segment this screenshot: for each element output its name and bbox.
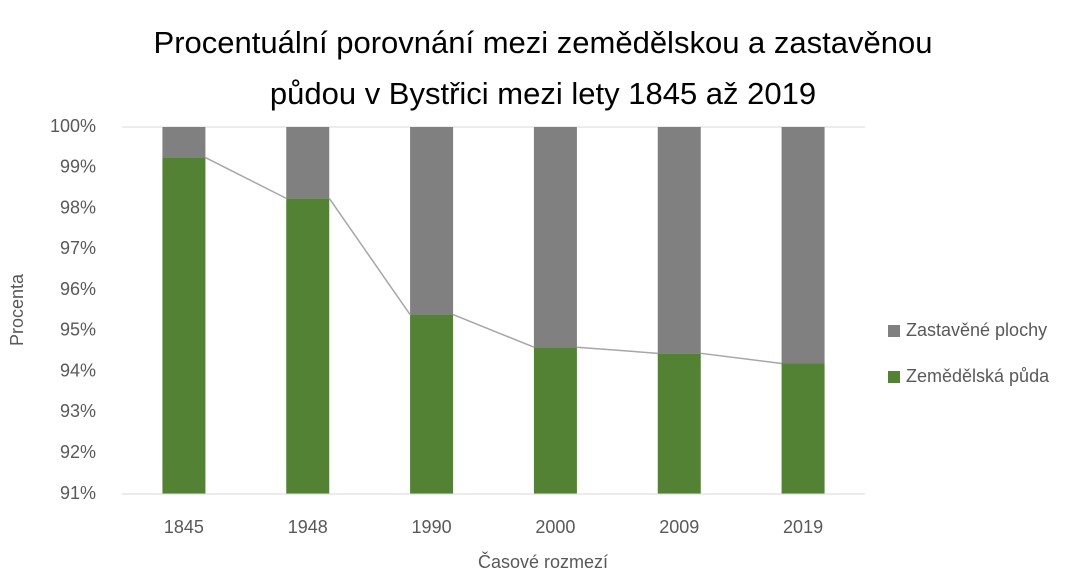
bar-segment bbox=[781, 127, 825, 364]
y-axis-label: Procenta bbox=[7, 273, 27, 346]
x-axis-label: Časové rozmezí bbox=[478, 551, 608, 572]
bar-segment bbox=[533, 127, 577, 348]
bar-segment bbox=[781, 363, 825, 494]
bar-segment bbox=[162, 127, 206, 158]
legend-swatch bbox=[888, 371, 900, 383]
bar-segment bbox=[657, 353, 701, 494]
bar-segment bbox=[410, 127, 454, 315]
x-tick-label: 2000 bbox=[535, 517, 575, 537]
y-tick-label: 94% bbox=[60, 360, 96, 380]
y-tick-label: 99% bbox=[60, 157, 96, 177]
bar-segment bbox=[286, 127, 330, 199]
series-line bbox=[576, 346, 658, 355]
y-tick-label: 96% bbox=[60, 279, 96, 299]
legend-label: Zastavěné plochy bbox=[906, 320, 1047, 340]
chart-title: půdou v Bystřici mezi lety 1845 až 2019 bbox=[270, 76, 816, 111]
y-tick-label: 97% bbox=[60, 238, 96, 258]
series-line bbox=[700, 352, 782, 365]
x-tick-label: 2019 bbox=[783, 517, 823, 537]
y-tick-label: 95% bbox=[60, 320, 96, 340]
bar-segment bbox=[657, 127, 701, 354]
y-tick-label: 100% bbox=[50, 116, 96, 136]
bar-segment bbox=[162, 157, 206, 495]
x-tick-label: 1845 bbox=[164, 517, 204, 537]
bar-segment bbox=[410, 314, 454, 494]
y-tick-label: 93% bbox=[60, 401, 96, 421]
y-tick-label: 98% bbox=[60, 197, 96, 217]
bar-segment bbox=[286, 198, 330, 494]
legend-swatch bbox=[888, 325, 900, 337]
series-line bbox=[452, 313, 535, 348]
series-line bbox=[205, 156, 287, 200]
y-tick-label: 92% bbox=[60, 442, 96, 462]
y-tick-label: 91% bbox=[60, 483, 96, 503]
series-line bbox=[328, 197, 411, 316]
x-tick-label: 1948 bbox=[288, 517, 328, 537]
x-tick-label: 2009 bbox=[659, 517, 699, 537]
bar-segment bbox=[533, 347, 577, 494]
chart-title: Procentuální porovnání mezi zemědělskou … bbox=[154, 25, 933, 60]
x-tick-label: 1990 bbox=[412, 517, 452, 537]
legend-label: Zemědělská půda bbox=[906, 366, 1050, 386]
